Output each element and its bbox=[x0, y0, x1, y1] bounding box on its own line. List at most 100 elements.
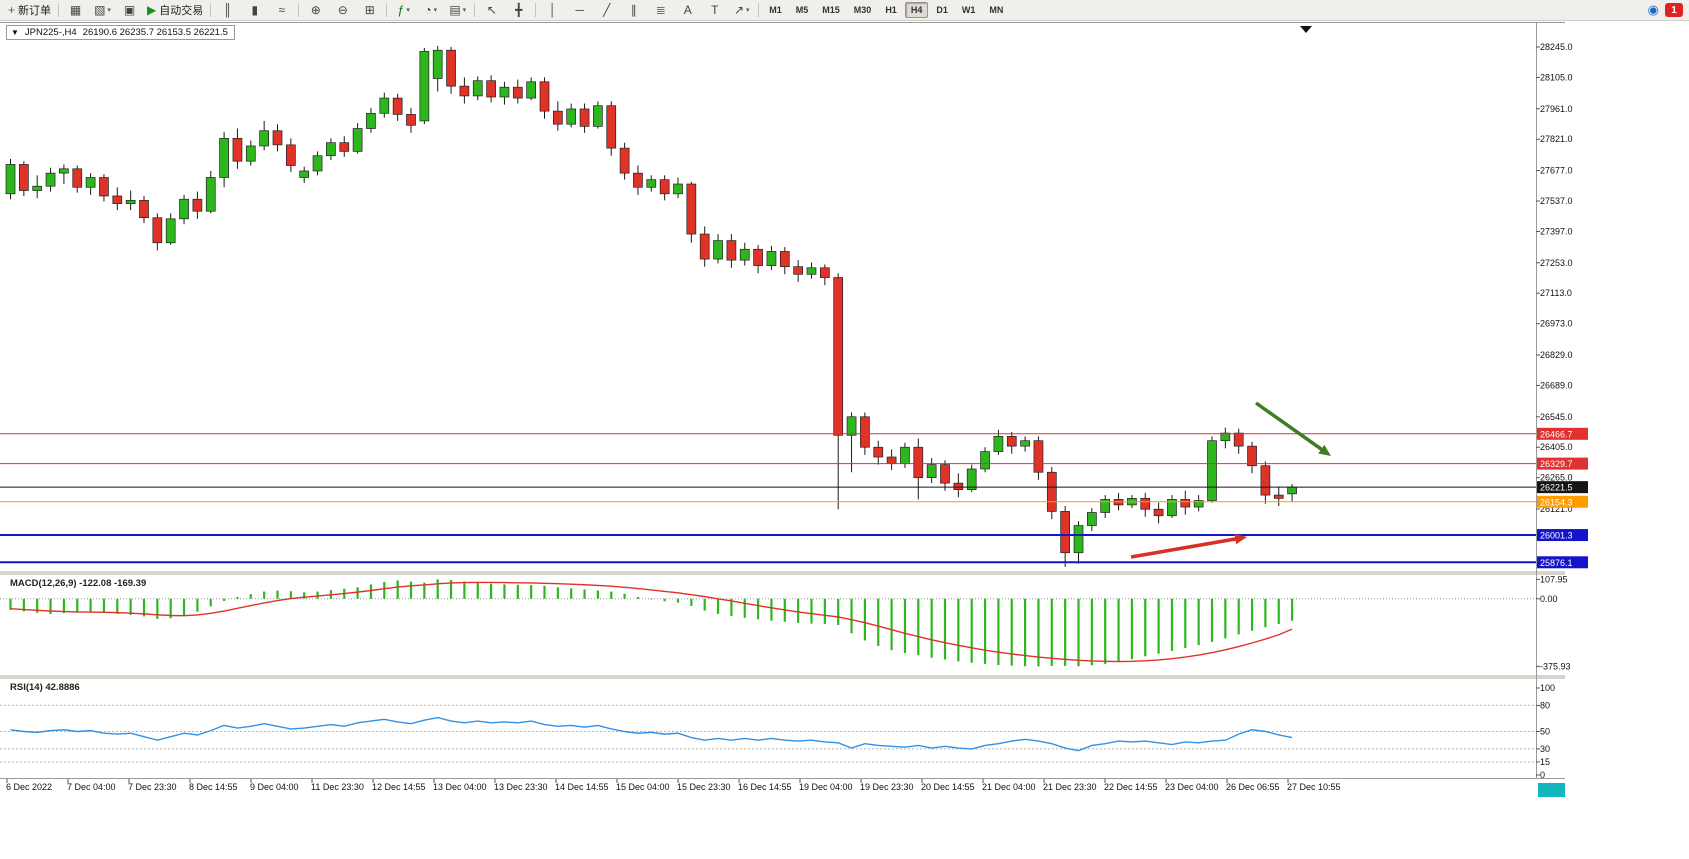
timeframe-button-mn[interactable]: MN bbox=[989, 5, 1004, 15]
time-axis-label: 22 Dec 14:55 bbox=[1104, 782, 1158, 792]
price-axis-label: 26973.0 bbox=[1540, 319, 1573, 329]
line-chart-button[interactable]: ≈ bbox=[268, 0, 295, 20]
price-tag bbox=[1537, 556, 1588, 569]
cursor-button[interactable]: ↖ bbox=[478, 0, 505, 20]
time-axis-label: 7 Dec 04:00 bbox=[67, 782, 116, 792]
candle-body bbox=[699, 233, 710, 260]
line-chart-icon: ≈ bbox=[278, 3, 286, 17]
chart-background bbox=[0, 22, 1565, 796]
autotrading-button[interactable]: ▶ 自动交易 bbox=[143, 0, 207, 20]
price-axis-label: 27677.0 bbox=[1540, 166, 1573, 176]
price-tag bbox=[1537, 427, 1588, 440]
candle-body bbox=[1020, 440, 1030, 447]
candlestick-icon: ▮ bbox=[251, 3, 259, 17]
macd-pane-splitter[interactable] bbox=[0, 571, 1565, 575]
chart-shift-marker-icon[interactable] bbox=[1300, 26, 1312, 33]
channel-button[interactable]: ∥ bbox=[620, 0, 647, 20]
vertical-line-button[interactable]: │ bbox=[539, 0, 566, 20]
bar-chart-button[interactable]: ║ bbox=[214, 0, 241, 20]
charts-grid-button[interactable]: ▦ bbox=[62, 0, 89, 20]
rsi-line bbox=[10, 716, 1293, 752]
price-axis-label: 26829.0 bbox=[1540, 350, 1573, 360]
timeframe-button-h1[interactable]: H1 bbox=[885, 5, 897, 15]
candle-body bbox=[726, 240, 737, 261]
scroll-block[interactable] bbox=[1538, 783, 1565, 797]
chart-title[interactable]: ▼ JPN225-,H4 26190.6 26235.7 26153.5 262… bbox=[6, 25, 235, 40]
timeframe-button-d1[interactable]: D1 bbox=[936, 5, 948, 15]
candlestick-button[interactable]: ▮ bbox=[241, 0, 268, 20]
chat-icon[interactable]: ◉ bbox=[1647, 2, 1659, 17]
candle-body bbox=[1193, 500, 1204, 508]
periods-button[interactable]: ◔ ▾ bbox=[417, 0, 444, 20]
macd-label: MACD(12,26,9) -122.08 -169.39 bbox=[10, 578, 146, 589]
channel-icon: ∥ bbox=[630, 3, 637, 17]
crosshair-button[interactable]: ╋ bbox=[505, 0, 532, 20]
rsi-pane-splitter[interactable] bbox=[0, 675, 1565, 679]
candle-body bbox=[1073, 525, 1084, 554]
timeframe-button-h4[interactable]: H4 bbox=[904, 2, 929, 18]
toolbar-button-label: 自动交易 bbox=[159, 5, 204, 17]
indicators-button[interactable]: ƒ ▾ bbox=[390, 0, 417, 20]
templates-button[interactable]: ▤ ▾ bbox=[444, 0, 471, 20]
fibonacci-button[interactable]: ≣ bbox=[647, 0, 674, 20]
price-tag-label: 26329.7 bbox=[1540, 459, 1573, 469]
crosshair-icon: ╋ bbox=[515, 3, 523, 17]
rsi-axis-label: 50 bbox=[1540, 727, 1550, 737]
time-axis-label: 21 Dec 23:30 bbox=[1043, 782, 1097, 792]
time-axis-label: 7 Dec 23:30 bbox=[128, 782, 177, 792]
new-order-button[interactable]: + 新订单 bbox=[4, 0, 55, 20]
tile-windows-button[interactable]: ⊞ bbox=[356, 0, 383, 20]
candle-body bbox=[552, 110, 563, 125]
timeframe-button-m1[interactable]: M1 bbox=[769, 5, 782, 15]
candle-body bbox=[366, 112, 376, 129]
arrows-button[interactable]: ↗ ▾ bbox=[728, 0, 755, 20]
candle-body bbox=[1273, 494, 1284, 499]
chevron-down-icon: ▾ bbox=[433, 7, 438, 14]
profiles-button[interactable]: ▧ ▾ bbox=[89, 0, 116, 20]
zoom-in-button[interactable]: ⊕ bbox=[302, 0, 329, 20]
candle-body bbox=[286, 144, 296, 166]
candle-body bbox=[1140, 498, 1151, 510]
time-axis-label: 9 Dec 04:00 bbox=[250, 782, 299, 792]
rsi-axis-label: 0 bbox=[1540, 770, 1545, 780]
macd-axis-label: -375.93 bbox=[1540, 661, 1571, 671]
candle-body bbox=[1006, 436, 1017, 447]
up-arrow[interactable] bbox=[1130, 536, 1242, 559]
symbol-period-label: JPN225-,H4 bbox=[24, 27, 77, 38]
toolbar-separator bbox=[210, 3, 212, 17]
timeframe-button-m30[interactable]: M30 bbox=[853, 5, 872, 15]
candle-body bbox=[1180, 499, 1191, 508]
candle-body bbox=[673, 183, 683, 195]
candle-body bbox=[326, 142, 336, 157]
timeframe-button-w1[interactable]: W1 bbox=[961, 5, 976, 15]
time-axis-label: 19 Dec 04:00 bbox=[799, 782, 853, 792]
candle-body bbox=[913, 446, 924, 479]
arrow-style-icon: ↗ bbox=[733, 3, 745, 17]
candle-body bbox=[980, 451, 990, 470]
candle-body bbox=[953, 482, 964, 491]
candle-body bbox=[886, 456, 897, 464]
candle-body bbox=[659, 179, 670, 195]
timeframe-button-m15[interactable]: M15 bbox=[822, 5, 840, 15]
candle-body bbox=[419, 50, 430, 122]
toolbar-separator bbox=[758, 3, 760, 17]
trendline-button[interactable]: ╱ bbox=[593, 0, 620, 20]
text-button[interactable]: A bbox=[674, 0, 701, 20]
one-click-trading-caret-icon[interactable]: ▼ bbox=[11, 28, 19, 37]
horizontal-line-button[interactable]: ─ bbox=[566, 0, 593, 20]
candle-body bbox=[125, 199, 136, 204]
candle-body bbox=[499, 86, 510, 98]
data-window-button[interactable]: ▣ bbox=[116, 0, 143, 20]
candle-body bbox=[793, 266, 804, 275]
candle-body bbox=[5, 164, 16, 195]
zoom-out-button[interactable]: ⊖ bbox=[329, 0, 356, 20]
toolbar-separator bbox=[386, 3, 388, 17]
time-axis-label: 8 Dec 14:55 bbox=[189, 782, 238, 792]
timeframe-button-m5[interactable]: M5 bbox=[795, 5, 809, 15]
rsi-label: RSI(14) 42.8886 bbox=[10, 682, 80, 693]
notification-badge[interactable]: 1 bbox=[1665, 3, 1683, 17]
down-arrow[interactable] bbox=[1254, 401, 1328, 454]
candle-body bbox=[539, 81, 550, 112]
label-button[interactable]: T bbox=[701, 0, 728, 20]
